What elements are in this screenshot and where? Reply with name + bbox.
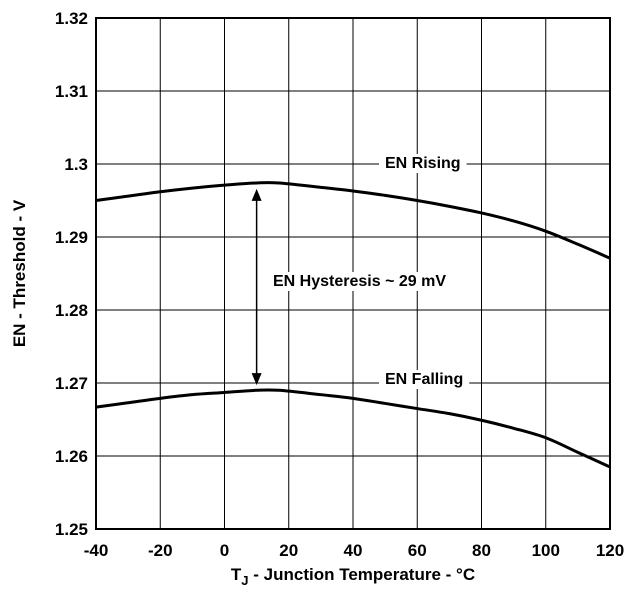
falling-label-bg (379, 370, 470, 389)
hysteresis-label: EN Hysteresis ~ 29 mV (273, 273, 446, 290)
y-tick-label: 1.25 (55, 520, 88, 539)
data-series (95, 181, 611, 469)
series-en-falling (95, 388, 611, 469)
x-tick-label: 120 (596, 541, 624, 560)
falling-label: EN Falling (385, 371, 463, 388)
x-tick-label: 60 (408, 541, 427, 560)
hysteresis-label-bg (267, 272, 453, 291)
y-tick-label: 1.28 (55, 301, 88, 320)
y-tick-label: 1.26 (55, 447, 88, 466)
x-tick-label: 0 (220, 541, 229, 560)
x-axis-title: TJ - Junction Temperature - °C (231, 565, 475, 588)
series-en-rising (95, 181, 611, 260)
rising-label-bg (379, 154, 467, 173)
x-tick-label: 20 (279, 541, 298, 560)
hysteresis-arrow (251, 188, 262, 386)
y-tick-label: 1.31 (55, 82, 88, 101)
x-tick-label: 100 (532, 541, 560, 560)
tick-labels: -40 -20 0 20 40 60 80 100 120 1.25 1.26 1.27 1.28 1.2… (55, 9, 624, 560)
arrow-head-down (251, 373, 262, 386)
y-tick-label: 1.29 (55, 228, 88, 247)
plot-frame (95, 17, 611, 530)
x-tick-label: 40 (344, 541, 363, 560)
x-tick-label: -40 (84, 541, 109, 560)
y-axis-title: EN - Threshold - V (10, 199, 29, 347)
x-tick-label: -20 (148, 541, 173, 560)
y-tick-label: 1.32 (55, 9, 88, 28)
y-tick-label: 1.27 (55, 374, 88, 393)
arrow-head-up (251, 188, 262, 201)
x-tick-label: 80 (472, 541, 491, 560)
y-tick-label: 1.3 (64, 155, 88, 174)
rising-label: EN Rising (385, 155, 461, 172)
